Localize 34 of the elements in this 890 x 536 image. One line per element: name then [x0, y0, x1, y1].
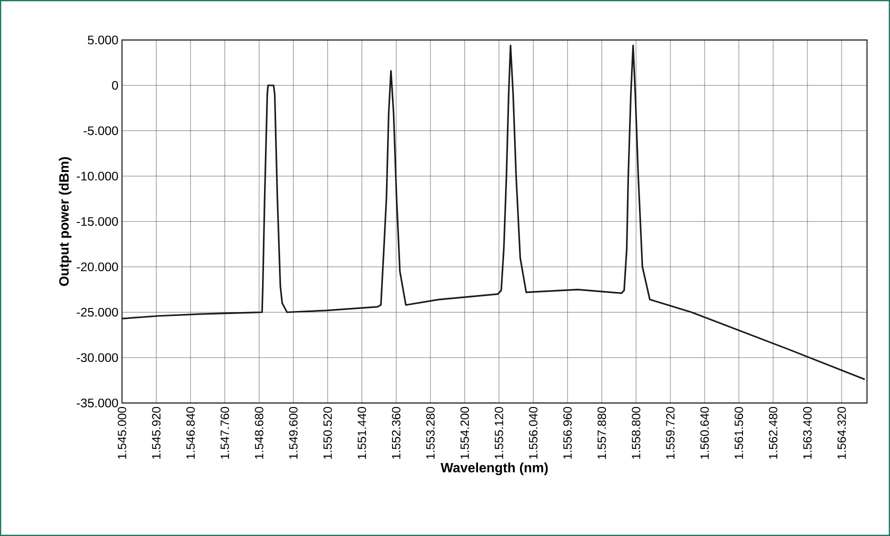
x-tick-label: 1.560.640: [700, 406, 709, 459]
y-axis-title: Output power (dBm): [58, 157, 72, 286]
x-tick-label: 1.555.120: [494, 406, 504, 459]
y-tick-label: -10.000: [76, 172, 118, 181]
x-tick-label: 1.552.360: [392, 406, 400, 459]
y-tick-label: 0: [112, 80, 118, 90]
x-tick-label: 1.549.600: [289, 406, 298, 459]
y-tick-label: -15.000: [76, 217, 118, 226]
x-tick-label: 1.551.440: [358, 406, 366, 459]
x-tick-label: 1.556.960: [563, 406, 572, 459]
y-tick-label: -25.000: [76, 308, 118, 317]
y-tick-label: -5.000: [84, 126, 118, 136]
x-tick-label: 1.558.800: [632, 406, 640, 459]
y-tick-label: -35.000: [76, 398, 118, 408]
y-tick-label: -30.000: [76, 353, 118, 362]
x-tick-label: 1.563.400: [803, 406, 812, 459]
x-tick-label: 1.559.720: [666, 406, 675, 459]
x-tick-label: 1.547.760: [220, 406, 230, 459]
x-tick-label: 1.553.280: [426, 406, 435, 459]
x-tick-label: 1.548.680: [254, 406, 264, 459]
y-tick-label: -20.000: [76, 262, 118, 272]
x-tick-label: 1.554.200: [460, 406, 469, 459]
x-tick-label: 1.564.320: [837, 406, 846, 459]
x-tick-label: 1.546.840: [186, 406, 195, 459]
x-tick-label: 1.550.520: [323, 406, 332, 459]
x-tick-label: 1.545.000: [118, 406, 126, 459]
x-axis-title: Wavelength (nm): [440, 462, 548, 476]
x-tick-label: 1.545.920: [152, 406, 161, 459]
x-tick-label: 1.557.880: [598, 406, 606, 459]
line-series: [122, 44, 866, 380]
x-tick-label: 1.561.560: [734, 406, 744, 459]
y-tick-label: 5.000: [88, 36, 118, 44]
x-tick-label: 1.556.040: [529, 406, 538, 459]
x-tick-label: 1.562.480: [768, 406, 778, 459]
